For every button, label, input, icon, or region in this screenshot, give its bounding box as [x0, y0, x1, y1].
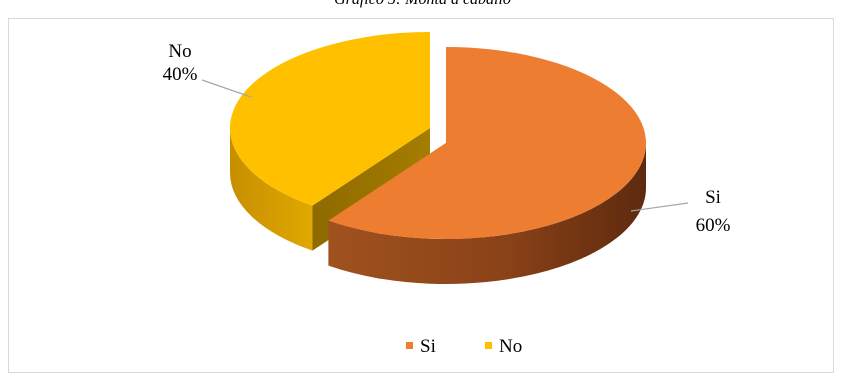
data-label-no-name: No [168, 41, 191, 62]
legend-label-no: No [499, 336, 522, 357]
data-label-si-value: 60% [696, 215, 731, 236]
legend-swatch-si [406, 342, 413, 349]
leader-line-si [630, 202, 689, 212]
slice-si [328, 47, 646, 240]
legend-swatch-no [485, 342, 492, 349]
slice-si-side [328, 143, 646, 285]
legend-label-si: Si [420, 336, 436, 357]
data-label-no-value: 40% [163, 64, 198, 85]
slice-no [229, 32, 430, 206]
slice-no-side [229, 128, 313, 251]
leader-line-no [201, 79, 252, 98]
data-label-si-name: Si [705, 187, 721, 208]
chart-title: Gráfico 5: Monta a caballo [0, 0, 845, 9]
